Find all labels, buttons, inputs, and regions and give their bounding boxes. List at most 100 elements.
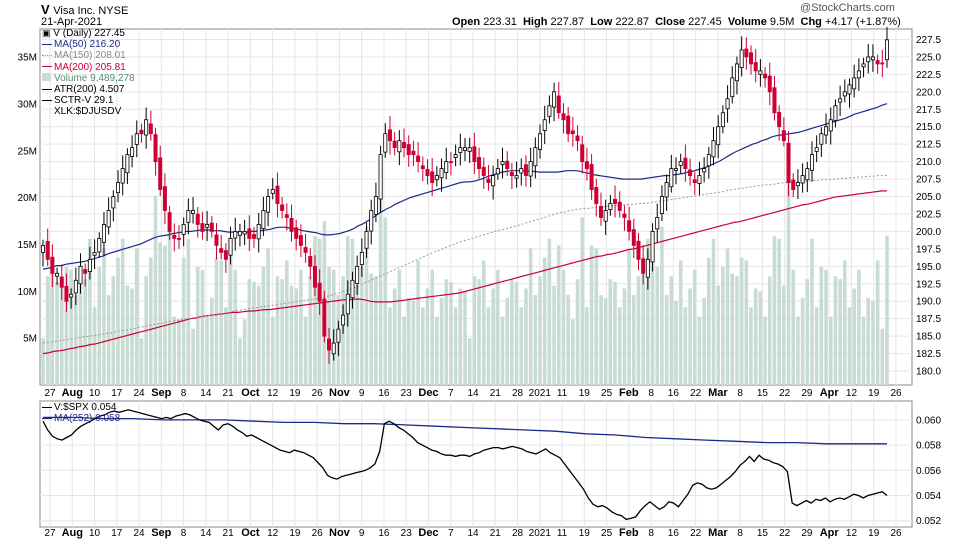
candle-body bbox=[364, 231, 369, 249]
candle-body bbox=[547, 105, 552, 117]
volume-tick-label: 20M bbox=[18, 193, 37, 204]
x-tick-label: 12 bbox=[267, 388, 279, 399]
candle-body bbox=[734, 63, 739, 82]
price-tick-label: 185.0 bbox=[916, 332, 941, 343]
x-tick-label-lower: Feb bbox=[619, 527, 639, 539]
ratio-tick-label: 0.060 bbox=[916, 415, 941, 426]
candle-body bbox=[791, 179, 796, 190]
candle-body bbox=[336, 328, 341, 343]
legend-xlk-label: XLK:$DJUSDV bbox=[54, 106, 122, 118]
volume-bar bbox=[702, 297, 706, 385]
volume-bar bbox=[664, 295, 669, 385]
volume-bar bbox=[214, 257, 219, 385]
volume-bar bbox=[261, 266, 266, 385]
volume-bar bbox=[308, 276, 313, 385]
volume-bar bbox=[444, 279, 449, 385]
candle-body bbox=[233, 231, 238, 239]
ratio-tick-label: 0.054 bbox=[916, 491, 941, 502]
volume-bar bbox=[871, 300, 875, 385]
candle-body bbox=[111, 196, 116, 209]
volume-bar bbox=[411, 300, 416, 385]
candle-body bbox=[97, 238, 102, 253]
volume-bar bbox=[416, 260, 420, 385]
legend-ma50-label: MA(50) 216.20 bbox=[54, 39, 121, 51]
volume-bar bbox=[467, 338, 472, 385]
legend-atr-label: ATR(200) 4.507 bbox=[54, 84, 125, 96]
volume-bar bbox=[275, 276, 280, 385]
volume-bar bbox=[589, 245, 594, 385]
volume-bar bbox=[453, 307, 458, 385]
candle-body bbox=[134, 133, 139, 145]
candle-body bbox=[462, 147, 467, 151]
x-tick-label: 11 bbox=[557, 388, 568, 399]
candle-body bbox=[795, 182, 800, 187]
x-tick-label-lower: Apr bbox=[820, 527, 840, 539]
volume-bar bbox=[575, 279, 580, 385]
volume-bar bbox=[875, 260, 880, 385]
candle-body bbox=[505, 160, 510, 170]
candle-body bbox=[870, 56, 875, 61]
candle-body bbox=[805, 168, 810, 181]
candle-body bbox=[223, 250, 228, 260]
ratio-tick-label: 0.056 bbox=[916, 466, 941, 477]
volume-bar bbox=[491, 288, 495, 385]
candle-body bbox=[378, 154, 383, 200]
candle-body bbox=[106, 210, 111, 228]
price-tick-label: 222.5 bbox=[916, 70, 941, 81]
x-tick-label-lower: 12 bbox=[267, 528, 279, 539]
candle-body bbox=[739, 49, 744, 68]
legend-ma200: MA(200) 205.81 bbox=[42, 62, 135, 73]
candle-body bbox=[702, 168, 707, 173]
volume-bar bbox=[233, 269, 238, 385]
candle-body bbox=[312, 265, 317, 288]
candle-body bbox=[664, 182, 669, 198]
candle-body bbox=[650, 231, 655, 263]
candle-body bbox=[237, 231, 242, 236]
candle-body bbox=[191, 210, 196, 214]
candle-body bbox=[828, 119, 833, 132]
candle-body bbox=[814, 147, 819, 152]
price-tick-label: 200.0 bbox=[916, 227, 941, 238]
x-tick-label: 26 bbox=[312, 388, 324, 399]
candle-body bbox=[148, 123, 153, 135]
volume-bar bbox=[350, 238, 355, 385]
volume-bar bbox=[50, 257, 55, 385]
volume-bar bbox=[758, 291, 763, 385]
candle-body bbox=[209, 222, 214, 232]
candle-body bbox=[749, 52, 754, 65]
candle-body bbox=[561, 113, 566, 121]
candle-body bbox=[439, 168, 444, 179]
price-tick-label: 212.5 bbox=[916, 140, 941, 151]
volume-bar bbox=[814, 307, 819, 385]
candle-body bbox=[809, 154, 814, 171]
volume-bar bbox=[421, 307, 425, 385]
candle-body bbox=[69, 293, 74, 298]
candle-body bbox=[434, 175, 439, 181]
candle-body bbox=[856, 70, 861, 79]
volume-bar bbox=[102, 248, 106, 385]
volume-bar bbox=[857, 269, 861, 385]
volume-bar bbox=[88, 238, 92, 385]
x-tick-label: Feb bbox=[619, 387, 639, 399]
candle-body bbox=[566, 115, 571, 135]
volume-bar bbox=[880, 328, 885, 385]
low-label: Low bbox=[590, 16, 613, 28]
candle-body bbox=[345, 293, 350, 315]
volume-bar bbox=[458, 288, 463, 385]
volume-bar bbox=[847, 307, 852, 385]
volume-bar bbox=[744, 260, 749, 385]
candle-body bbox=[251, 234, 256, 239]
x-tick-label-lower: 17 bbox=[111, 528, 123, 539]
volume-bar bbox=[130, 288, 134, 385]
candle-body bbox=[298, 235, 303, 246]
candle-body bbox=[819, 133, 824, 145]
volume-bar bbox=[500, 316, 505, 385]
price-tick-label: 192.5 bbox=[916, 279, 941, 290]
volume-bar bbox=[800, 297, 805, 385]
legend-volume: Volume 9,489,278 bbox=[42, 72, 135, 84]
price-tick-label: 215.0 bbox=[916, 122, 941, 133]
volume-bar bbox=[796, 316, 800, 385]
x-tick-label: 24 bbox=[133, 388, 145, 399]
x-tick-label-lower: 21 bbox=[223, 528, 235, 539]
volume-bar bbox=[739, 257, 744, 385]
